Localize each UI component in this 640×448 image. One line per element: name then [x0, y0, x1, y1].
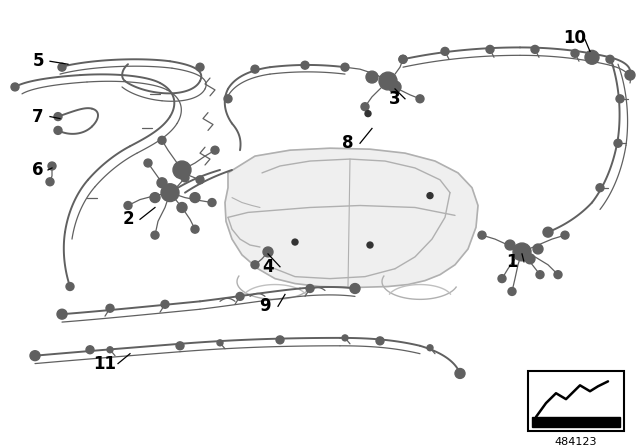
Circle shape — [367, 242, 373, 248]
Circle shape — [350, 284, 360, 293]
Circle shape — [561, 231, 569, 239]
Circle shape — [478, 231, 486, 239]
Circle shape — [196, 176, 204, 184]
Text: 11: 11 — [93, 354, 116, 373]
Text: 2: 2 — [122, 210, 134, 228]
Circle shape — [190, 193, 200, 202]
Circle shape — [571, 49, 579, 57]
Circle shape — [455, 369, 465, 379]
Circle shape — [107, 347, 113, 353]
Circle shape — [161, 300, 169, 308]
Circle shape — [158, 136, 166, 144]
Circle shape — [46, 178, 54, 186]
Circle shape — [508, 288, 516, 295]
Circle shape — [217, 340, 223, 346]
Text: 1: 1 — [506, 253, 518, 271]
Circle shape — [365, 111, 371, 116]
Circle shape — [533, 244, 543, 254]
Circle shape — [191, 225, 199, 233]
Circle shape — [498, 275, 506, 283]
Circle shape — [341, 63, 349, 71]
Circle shape — [176, 342, 184, 350]
Circle shape — [441, 47, 449, 55]
Circle shape — [525, 254, 535, 264]
Text: 3: 3 — [389, 90, 401, 108]
Circle shape — [486, 45, 494, 53]
Circle shape — [57, 309, 67, 319]
Circle shape — [150, 193, 160, 202]
Circle shape — [54, 112, 62, 121]
Circle shape — [251, 65, 259, 73]
Circle shape — [224, 95, 232, 103]
Circle shape — [399, 55, 407, 63]
Circle shape — [58, 63, 66, 71]
Circle shape — [543, 227, 553, 237]
Text: 6: 6 — [32, 161, 44, 179]
Text: 4: 4 — [262, 258, 274, 276]
Bar — [528, 371, 624, 431]
Circle shape — [276, 336, 284, 344]
Circle shape — [536, 271, 544, 279]
Text: 5: 5 — [32, 52, 44, 70]
Circle shape — [208, 198, 216, 207]
Circle shape — [30, 351, 40, 361]
Circle shape — [585, 50, 599, 64]
Circle shape — [48, 162, 56, 170]
Circle shape — [306, 284, 314, 293]
Circle shape — [625, 70, 635, 80]
Circle shape — [614, 139, 622, 147]
Text: 484123: 484123 — [555, 437, 597, 447]
Circle shape — [531, 45, 539, 53]
Circle shape — [236, 293, 244, 300]
Circle shape — [161, 184, 179, 202]
Circle shape — [54, 126, 62, 134]
Circle shape — [66, 283, 74, 290]
Text: 9: 9 — [259, 297, 271, 315]
Circle shape — [151, 231, 159, 239]
Circle shape — [292, 239, 298, 245]
Circle shape — [427, 193, 433, 198]
Circle shape — [181, 174, 189, 182]
Circle shape — [124, 202, 132, 210]
Circle shape — [554, 271, 562, 279]
Circle shape — [342, 335, 348, 341]
Circle shape — [366, 71, 378, 83]
Circle shape — [416, 95, 424, 103]
Circle shape — [196, 63, 204, 71]
Circle shape — [389, 81, 401, 93]
Circle shape — [379, 72, 397, 90]
Circle shape — [505, 240, 515, 250]
Circle shape — [596, 184, 604, 192]
Text: 7: 7 — [32, 108, 44, 125]
Circle shape — [301, 61, 309, 69]
Circle shape — [399, 55, 407, 63]
Circle shape — [251, 261, 259, 269]
Circle shape — [177, 202, 187, 212]
Circle shape — [157, 178, 167, 188]
Text: 10: 10 — [563, 29, 586, 47]
Circle shape — [376, 337, 384, 345]
Circle shape — [361, 103, 369, 111]
Circle shape — [616, 95, 624, 103]
Circle shape — [173, 161, 191, 179]
Polygon shape — [225, 148, 478, 288]
Circle shape — [86, 346, 94, 354]
Polygon shape — [532, 417, 620, 427]
Circle shape — [606, 55, 614, 63]
Text: 8: 8 — [342, 134, 354, 152]
Circle shape — [513, 243, 531, 261]
Circle shape — [427, 345, 433, 351]
Circle shape — [11, 83, 19, 91]
Circle shape — [144, 159, 152, 167]
Circle shape — [106, 304, 114, 312]
Circle shape — [211, 146, 219, 154]
Circle shape — [263, 247, 273, 257]
